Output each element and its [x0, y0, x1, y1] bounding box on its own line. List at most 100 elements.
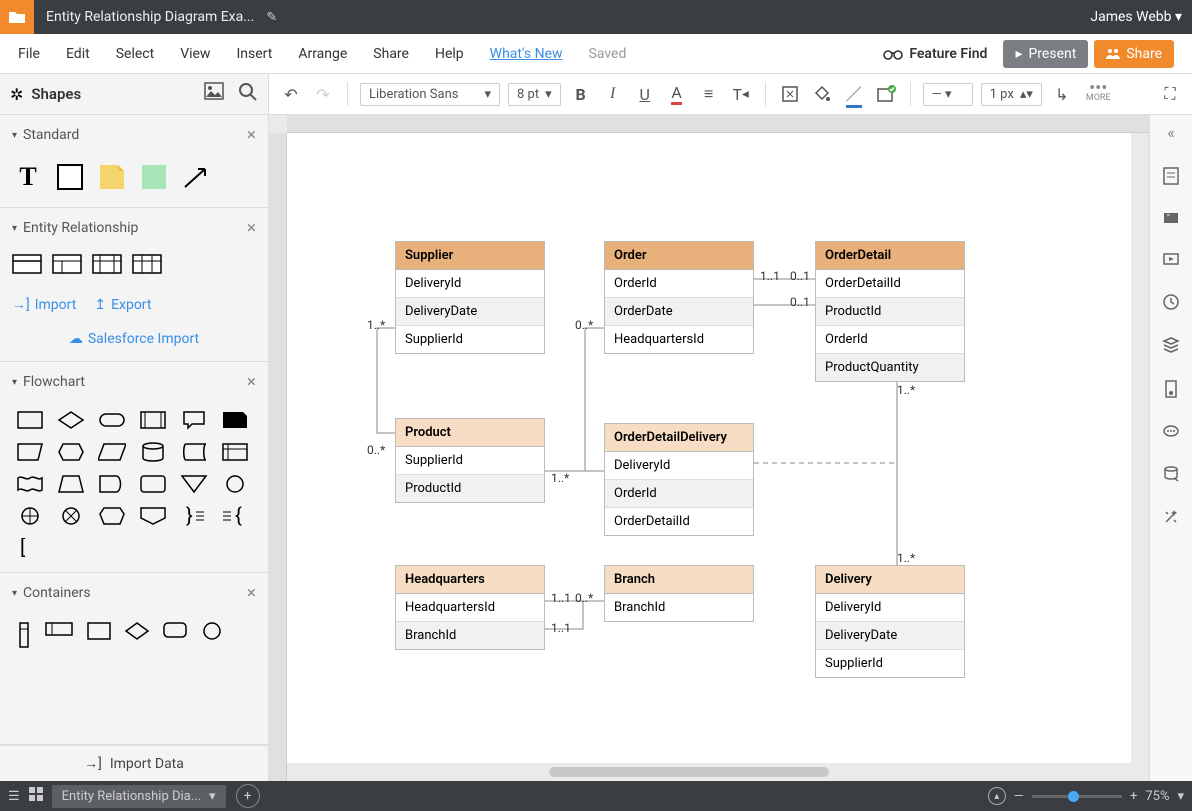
more-button[interactable]: •••MORE — [1086, 85, 1111, 103]
menu-arrange[interactable]: Arrange — [298, 46, 347, 62]
add-page-button[interactable]: + — [236, 784, 260, 808]
fc-diamond[interactable] — [57, 410, 85, 430]
fc-predef[interactable] — [139, 410, 167, 430]
magic-icon[interactable] — [1162, 508, 1180, 531]
undo-icon[interactable]: ↶ — [279, 82, 303, 106]
section-er[interactable]: ▾Entity Relationship× — [0, 208, 268, 248]
export-link[interactable]: ↥ Export — [94, 296, 151, 313]
fc-db[interactable] — [139, 442, 167, 462]
search-icon[interactable] — [238, 82, 258, 107]
edit-title-icon[interactable]: ✎ — [266, 10, 277, 25]
shape-block[interactable] — [138, 161, 170, 193]
collapse-panel-icon[interactable]: « — [1167, 123, 1175, 142]
share-button[interactable]: Share — [1094, 40, 1174, 68]
cont-pill[interactable] — [162, 621, 188, 639]
horizontal-scrollbar[interactable] — [549, 767, 829, 777]
entity-product[interactable]: ProductSupplierIdProductId — [395, 418, 545, 503]
fc-rect[interactable] — [16, 410, 44, 430]
fc-brace-r[interactable]: } — [180, 506, 208, 526]
fc-terminator[interactable] — [98, 410, 126, 430]
menu-whats-new[interactable]: What's New — [490, 46, 563, 62]
zoom-out-button[interactable]: — — [1014, 789, 1024, 804]
er-shape-1[interactable] — [12, 254, 42, 278]
fc-loop[interactable] — [98, 506, 126, 526]
menu-edit[interactable]: Edit — [66, 46, 90, 62]
database-icon[interactable] — [1162, 465, 1180, 488]
menu-select[interactable]: Select — [116, 46, 154, 62]
present-button[interactable]: ▸ Present — [1003, 40, 1088, 68]
import-link[interactable]: →] Import — [12, 296, 76, 313]
entity-branch[interactable]: BranchBranchId — [604, 565, 754, 622]
gear-icon[interactable]: ✲ — [10, 85, 23, 104]
er-shape-3[interactable] — [92, 254, 122, 278]
text-color-button[interactable]: A — [665, 82, 689, 106]
menu-share[interactable]: Share — [373, 46, 409, 62]
fullscreen-button[interactable]: ⛶ — [1158, 82, 1182, 106]
import-data-button[interactable]: →] Import Data — [0, 745, 268, 781]
cont-circle[interactable] — [200, 621, 224, 641]
image-icon[interactable] — [204, 82, 224, 107]
cont-vert[interactable] — [16, 621, 32, 649]
entity-headquarters[interactable]: HeadquartersHeadquartersIdBranchId — [395, 565, 545, 650]
document-title[interactable]: Entity Relationship Diagram Exa... — [46, 9, 254, 25]
user-menu[interactable]: James Webb ▾ — [1090, 9, 1182, 25]
shape-text[interactable]: T — [12, 161, 44, 193]
shape-size-button[interactable] — [778, 82, 802, 106]
section-flowchart[interactable]: ▾Flowchart× — [0, 362, 268, 402]
fc-or[interactable] — [57, 506, 85, 526]
drawing-canvas[interactable]: SupplierDeliveryIdDeliveryDateSupplierId… — [287, 133, 1131, 763]
italic-button[interactable]: I — [601, 82, 625, 106]
layers-icon[interactable] — [1162, 336, 1180, 359]
shape-options-button[interactable] — [874, 82, 898, 106]
menu-help[interactable]: Help — [435, 46, 464, 62]
border-button[interactable]: ／ — [842, 82, 866, 106]
cont-horiz[interactable] — [44, 621, 74, 637]
bold-button[interactable]: B — [569, 82, 593, 106]
fc-triangle[interactable] — [180, 474, 208, 494]
fc-tape[interactable] — [16, 474, 44, 494]
fc-para[interactable] — [98, 442, 126, 462]
zoom-reset-icon[interactable]: ▴ — [988, 787, 1006, 805]
zoom-slider[interactable] — [1032, 795, 1122, 798]
fc-internal[interactable] — [221, 442, 249, 462]
entity-supplier[interactable]: SupplierDeliveryIdDeliveryDateSupplierId — [395, 241, 545, 354]
section-containers[interactable]: ▾Containers× — [0, 573, 268, 613]
line-width-select[interactable]: 1 px ▴▾ — [981, 83, 1042, 106]
shape-rect[interactable] — [54, 161, 86, 193]
menu-insert[interactable]: Insert — [236, 46, 272, 62]
entity-delivery[interactable]: DeliveryDeliveryIdDeliveryDateSupplierId — [815, 565, 965, 678]
fc-roundrect[interactable] — [139, 474, 167, 494]
close-icon[interactable]: × — [247, 218, 256, 238]
fc-callout[interactable] — [180, 410, 208, 430]
fc-brace-l[interactable]: { — [221, 506, 249, 526]
menu-view[interactable]: View — [180, 46, 210, 62]
data-icon[interactable] — [1163, 379, 1179, 404]
fc-manual[interactable] — [16, 442, 44, 462]
grid-view-icon[interactable] — [28, 786, 44, 806]
fc-sum[interactable] — [16, 506, 44, 526]
align-button[interactable]: ≡ — [697, 82, 721, 106]
line-style-select[interactable]: — ▾ — [923, 83, 973, 106]
close-icon[interactable]: × — [247, 583, 256, 603]
entity-orderdetaildelivery[interactable]: OrderDetailDeliveryDeliveryIdOrderIdOrde… — [604, 423, 754, 536]
underline-button[interactable]: U — [633, 82, 657, 106]
fc-storage[interactable] — [180, 442, 208, 462]
size-select[interactable]: 8 pt ▾ — [508, 83, 561, 106]
line-direction-button[interactable]: ↳ — [1050, 82, 1074, 106]
close-icon[interactable]: × — [247, 372, 256, 392]
fill-button[interactable] — [810, 82, 834, 106]
presentation-icon[interactable] — [1162, 252, 1180, 273]
page-settings-icon[interactable] — [1162, 166, 1180, 191]
close-icon[interactable]: × — [247, 125, 256, 145]
text-options-button[interactable]: T◂ — [729, 82, 753, 106]
shape-arrow[interactable] — [180, 161, 212, 193]
er-shape-2[interactable] — [52, 254, 82, 278]
shape-note[interactable] — [96, 161, 128, 193]
salesforce-import-link[interactable]: ☁ Salesforce Import — [12, 331, 256, 347]
entity-orderdetail[interactable]: OrderDetailOrderDetailIdProductIdOrderId… — [815, 241, 965, 382]
menu-file[interactable]: File — [18, 46, 40, 62]
fc-brack[interactable]: [ — [16, 538, 44, 558]
redo-icon[interactable]: ↷ — [311, 82, 335, 106]
feature-find[interactable]: Feature Find — [883, 46, 987, 62]
cont-rect[interactable] — [86, 621, 112, 641]
